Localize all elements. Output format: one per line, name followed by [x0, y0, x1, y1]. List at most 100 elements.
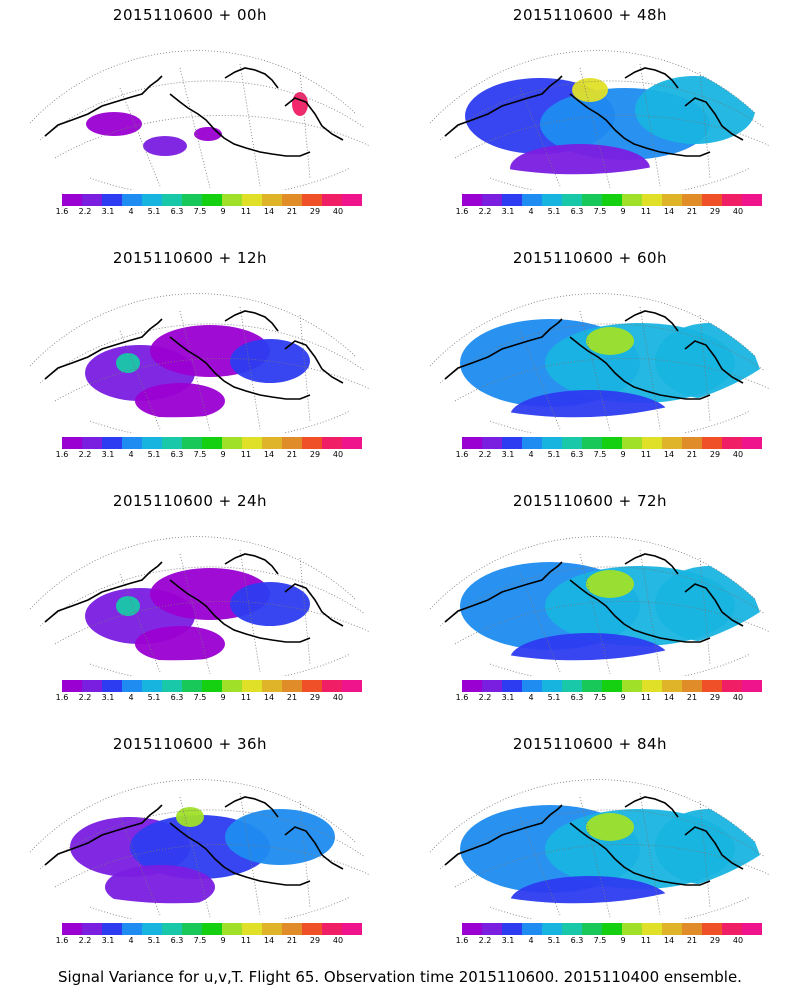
panel-title: 2015110600 + 84h	[512, 735, 668, 753]
colorbar-swatch	[162, 923, 182, 935]
colorbar-swatch	[82, 437, 102, 449]
colorbar-tick-label: 2.2	[78, 693, 92, 702]
variance-region	[586, 327, 634, 355]
panel-title: 2015110600 + 12h	[112, 249, 268, 267]
colorbar-tick-label: 2.2	[478, 450, 492, 459]
colorbar-swatch	[662, 437, 682, 449]
colorbar-tick-label: 4	[528, 450, 534, 459]
colorbar-swatch	[502, 194, 522, 206]
colorbar-tick-label: 6.3	[170, 936, 184, 945]
colorbar-tick-label: 11	[240, 450, 252, 459]
colorbar-ticks: 1.6 2.2 3.1 4 5.1 6.3 7.5 9 11 14 21 29 40	[455, 450, 775, 462]
variance-region	[572, 78, 608, 102]
colorbar-swatch	[602, 437, 622, 449]
colorbar-swatch	[682, 680, 702, 692]
colorbar-ticks: 1.6 2.2 3.1 4 5.1 6.3 7.5 9 11 14 21 29 40	[455, 207, 775, 219]
colorbar-swatch	[482, 437, 502, 449]
colorbar-swatch	[342, 194, 362, 206]
colorbar-tick-label: 4	[128, 693, 134, 702]
colorbar-swatch	[202, 923, 222, 935]
colorbar-tick-label: 14	[263, 936, 275, 945]
colorbar-swatch	[242, 923, 262, 935]
colorbar-swatch	[642, 437, 662, 449]
map-panel: 2015110600 + 72h 1.6 2.2 3.1 4 5.1 6.3 7.5 9 11 14…	[400, 486, 800, 729]
colorbar-swatch	[102, 194, 122, 206]
colorbar-swatch	[582, 437, 602, 449]
colorbar-tick-label: 5.1	[547, 207, 561, 216]
colorbar-swatch	[662, 923, 682, 935]
colorbar-tick-label: 29	[709, 693, 721, 702]
colorbar-swatch	[642, 923, 662, 935]
colorbar-swatch	[722, 437, 742, 449]
colorbar-swatch	[682, 437, 702, 449]
colorbar-tick-label: 7.5	[593, 450, 607, 459]
colorbar-tick-label: 5.1	[147, 693, 161, 702]
graticule	[429, 536, 771, 676]
colorbar-tick-label: 2.2	[478, 936, 492, 945]
colorbar	[462, 194, 762, 206]
colorbar-tick-label: 21	[286, 936, 298, 945]
colorbar-tick-label: 5.1	[547, 450, 561, 459]
coastline	[44, 67, 344, 157]
colorbar	[462, 680, 762, 692]
colorbar-swatch	[222, 437, 242, 449]
colorbar-swatch	[522, 437, 542, 449]
colorbar-tick-label: 7.5	[193, 693, 207, 702]
variance-region	[135, 383, 225, 418]
polar-map	[429, 50, 771, 190]
colorbar	[62, 194, 362, 206]
colorbar-tick-label: 40	[332, 207, 344, 216]
colorbar-tick-label: 4	[128, 450, 134, 459]
colorbar-swatch	[262, 194, 282, 206]
colorbar-tick-label: 7.5	[593, 207, 607, 216]
variance-region	[225, 809, 335, 865]
colorbar-swatch	[502, 923, 522, 935]
colorbar-tick-label: 5.1	[147, 207, 161, 216]
colorbar-tick-label: 2.2	[78, 450, 92, 459]
colorbar-swatch	[602, 680, 622, 692]
polar-map	[29, 293, 371, 433]
colorbar-swatch	[622, 923, 642, 935]
colorbar-tick-label: 3.1	[501, 450, 515, 459]
colorbar-tick-label: 21	[686, 936, 698, 945]
colorbar-tick-label: 21	[686, 450, 698, 459]
colorbar-tick-label: 29	[309, 936, 321, 945]
colorbar-swatch	[742, 923, 762, 935]
colorbar-swatch	[142, 923, 162, 935]
colorbar-swatch	[142, 437, 162, 449]
colorbar-tick-label: 6.3	[170, 693, 184, 702]
colorbar-tick-label: 14	[663, 693, 675, 702]
colorbar-tick-label: 2.2	[478, 693, 492, 702]
colorbar-tick-label: 7.5	[193, 450, 207, 459]
variance-region	[586, 570, 634, 598]
colorbar-tick-label: 3.1	[501, 207, 515, 216]
variance-region	[510, 144, 650, 175]
colorbar-swatch	[322, 194, 342, 206]
colorbar-swatch	[522, 194, 542, 206]
colorbar	[62, 437, 362, 449]
colorbar-tick-label: 29	[709, 207, 721, 216]
colorbar-swatch	[182, 437, 202, 449]
colorbar-swatch	[242, 194, 262, 206]
colorbar-tick-label: 40	[732, 450, 744, 459]
colorbar-swatch	[722, 194, 742, 206]
colorbar-swatch	[542, 680, 562, 692]
colorbar-swatch	[202, 194, 222, 206]
colorbar-tick-label: 1.6	[55, 936, 69, 945]
colorbar-swatch	[462, 923, 482, 935]
colorbar-swatch	[662, 680, 682, 692]
colorbar-tick-label: 29	[309, 207, 321, 216]
map-panel: 2015110600 + 84h 1.6 2.2 3.1 4 5.1 6.3 7.5 9 11 14…	[400, 729, 800, 972]
panel-title: 2015110600 + 00h	[112, 6, 268, 24]
panel-title: 2015110600 + 60h	[512, 249, 668, 267]
colorbar-swatch	[122, 923, 142, 935]
colorbar-swatch	[602, 923, 622, 935]
colorbar-swatch	[142, 194, 162, 206]
graticule	[429, 779, 771, 919]
colorbar-tick-label: 29	[309, 693, 321, 702]
map-panel: 2015110600 + 36h 1.6 2.2 3.1 4 5.1 6.3 7.5 9 11 14…	[0, 729, 400, 972]
colorbar-tick-label: 6.3	[170, 207, 184, 216]
colorbar-tick-label: 5.1	[547, 936, 561, 945]
colorbar-swatch	[322, 437, 342, 449]
colorbar-swatch	[62, 923, 82, 935]
